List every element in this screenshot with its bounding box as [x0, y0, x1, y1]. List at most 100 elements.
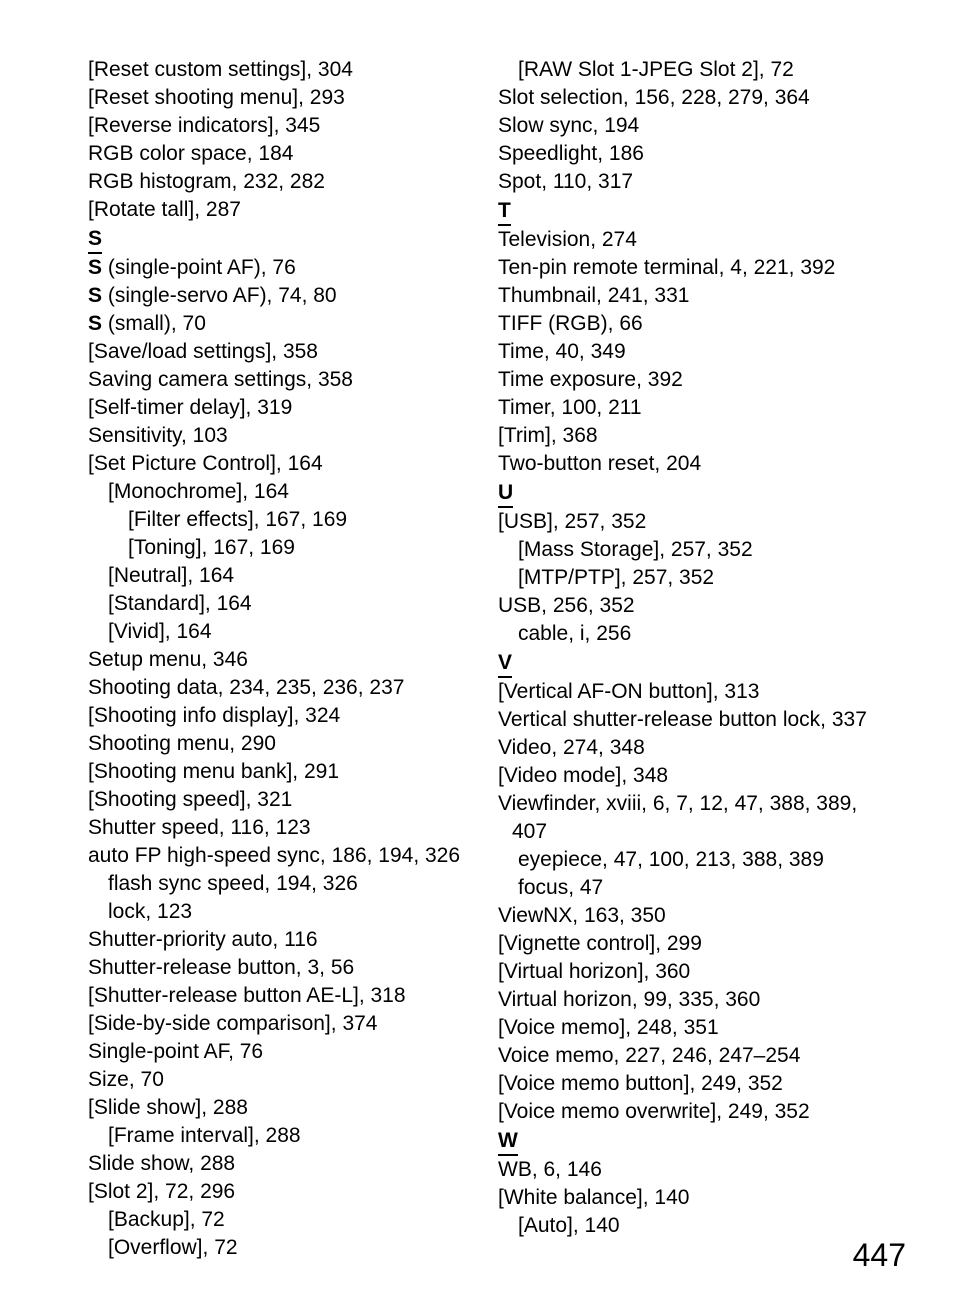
- index-entry: Shooting data, 234, 235, 236, 237: [88, 674, 468, 702]
- index-entry: Video, 274, 348: [498, 734, 878, 762]
- index-entry: lock, 123: [88, 898, 468, 926]
- index-entry: Thumbnail, 241, 331: [498, 282, 878, 310]
- index-entry: Ten-pin remote terminal, 4, 221, 392: [498, 254, 878, 282]
- index-entry: Spot, 110, 317: [498, 168, 878, 196]
- index-entry: Television, 274: [498, 226, 878, 254]
- index-letter-heading: T: [498, 196, 878, 226]
- index-entry: WB, 6, 146: [498, 1156, 878, 1184]
- index-entry: Timer, 100, 211: [498, 394, 878, 422]
- index-entry-text: (small), 70: [102, 312, 206, 335]
- index-entry: [Voice memo button], 249, 352: [498, 1070, 878, 1098]
- index-entry: [Vignette control], 299: [498, 930, 878, 958]
- index-entry: Slot selection, 156, 228, 279, 364: [498, 84, 878, 112]
- index-entry: S (small), 70: [88, 310, 468, 338]
- index-entry: cable, i, 256: [498, 620, 878, 648]
- index-entry: Saving camera settings, 358: [88, 366, 468, 394]
- index-letter-heading: V: [498, 648, 878, 678]
- index-entry: [Voice memo], 248, 351: [498, 1014, 878, 1042]
- index-entry: Time exposure, 392: [498, 366, 878, 394]
- index-entry: [Mass Storage], 257, 352: [498, 536, 878, 564]
- index-entry: Two-button reset, 204: [498, 450, 878, 478]
- index-entry: [Slot 2], 72, 296: [88, 1178, 468, 1206]
- index-entry-text: (single-point AF), 76: [102, 256, 296, 279]
- index-entry: [Neutral], 164: [88, 562, 468, 590]
- index-entry: Size, 70: [88, 1066, 468, 1094]
- index-entry: Voice memo, 227, 246, 247–254: [498, 1042, 878, 1070]
- index-entry: Single-point AF, 76: [88, 1038, 468, 1066]
- letter-heading-text: V: [498, 650, 512, 678]
- index-entry: [Auto], 140: [498, 1212, 878, 1240]
- index-entry: [MTP/PTP], 257, 352: [498, 564, 878, 592]
- index-entry: eyepiece, 47, 100, 213, 388, 389: [498, 846, 878, 874]
- index-entry: [Frame interval], 288: [88, 1122, 468, 1150]
- index-entry: ViewNX, 163, 350: [498, 902, 878, 930]
- index-entry: [Monochrome], 164: [88, 478, 468, 506]
- index-entry: [Rotate tall], 287: [88, 196, 468, 224]
- index-entry: Shutter-release button, 3, 56: [88, 954, 468, 982]
- index-entry: [Reset custom settings], 304: [88, 56, 468, 84]
- index-entry: Slide show, 288: [88, 1150, 468, 1178]
- index-entry: [Save/load settings], 358: [88, 338, 468, 366]
- index-entry: [Backup], 72: [88, 1206, 468, 1234]
- index-entry: [Slide show], 288: [88, 1094, 468, 1122]
- index-entry: Slow sync, 194: [498, 112, 878, 140]
- index-entry: flash sync speed, 194, 326: [88, 870, 468, 898]
- index-entry: Setup menu, 346: [88, 646, 468, 674]
- index-entry-bold-prefix: S: [88, 256, 102, 279]
- index-letter-heading: W: [498, 1126, 878, 1156]
- index-entry-bold-prefix: S: [88, 284, 102, 307]
- index-entry: focus, 47: [498, 874, 878, 902]
- index-entry: [Video mode], 348: [498, 762, 878, 790]
- index-left-column: [Reset custom settings], 304[Reset shoot…: [88, 56, 468, 1262]
- index-entry: Viewfinder, xviii, 6, 7, 12, 47, 388, 38…: [498, 790, 878, 846]
- index-entry: auto FP high-speed sync, 186, 194, 326: [88, 842, 468, 870]
- index-entry: Shooting menu, 290: [88, 730, 468, 758]
- index-entry: Shutter speed, 116, 123: [88, 814, 468, 842]
- index-entry: [RAW Slot 1-JPEG Slot 2], 72: [498, 56, 878, 84]
- index-entry: [Standard], 164: [88, 590, 468, 618]
- index-letter-heading: S: [88, 224, 468, 254]
- index-entry: Sensitivity, 103: [88, 422, 468, 450]
- index-entry: [Trim], 368: [498, 422, 878, 450]
- index-entry: [Shooting speed], 321: [88, 786, 468, 814]
- index-entry: [Shooting info display], 324: [88, 702, 468, 730]
- index-entry: [Set Picture Control], 164: [88, 450, 468, 478]
- index-columns: [Reset custom settings], 304[Reset shoot…: [88, 56, 878, 1262]
- index-entry: Shutter-priority auto, 116: [88, 926, 468, 954]
- index-entry: [White balance], 140: [498, 1184, 878, 1212]
- letter-heading-text: T: [498, 198, 511, 226]
- index-entry: [Self-timer delay], 319: [88, 394, 468, 422]
- index-entry: Vertical shutter-release button lock, 33…: [498, 706, 878, 734]
- index-entry: [Side-by-side comparison], 374: [88, 1010, 468, 1038]
- index-entry: [Toning], 167, 169: [88, 534, 468, 562]
- index-entry: [Voice memo overwrite], 249, 352: [498, 1098, 878, 1126]
- index-entry: [Shooting menu bank], 291: [88, 758, 468, 786]
- index-entry: [Virtual horizon], 360: [498, 958, 878, 986]
- letter-heading-text: S: [88, 226, 102, 254]
- index-entry: RGB histogram, 232, 282: [88, 168, 468, 196]
- index-entry: Speedlight, 186: [498, 140, 878, 168]
- index-entry: [Filter effects], 167, 169: [88, 506, 468, 534]
- index-entry: [Overflow], 72: [88, 1234, 468, 1262]
- index-entry: S (single-servo AF), 74, 80: [88, 282, 468, 310]
- index-entry: USB, 256, 352: [498, 592, 878, 620]
- index-entry-bold-prefix: S: [88, 312, 102, 335]
- letter-heading-text: U: [498, 480, 513, 508]
- index-entry: [Vertical AF-ON button], 313: [498, 678, 878, 706]
- index-entry: [Reset shooting menu], 293: [88, 84, 468, 112]
- letter-heading-text: W: [498, 1128, 518, 1156]
- index-entry: RGB color space, 184: [88, 140, 468, 168]
- index-entry: [Vivid], 164: [88, 618, 468, 646]
- index-page: [Reset custom settings], 304[Reset shoot…: [0, 0, 954, 1314]
- index-right-column: [RAW Slot 1-JPEG Slot 2], 72Slot selecti…: [498, 56, 878, 1262]
- index-entry: Time, 40, 349: [498, 338, 878, 366]
- index-entry: [Reverse indicators], 345: [88, 112, 468, 140]
- index-letter-heading: U: [498, 478, 878, 508]
- page-number: 447: [853, 1237, 906, 1274]
- index-entry: S (single-point AF), 76: [88, 254, 468, 282]
- index-entry: TIFF (RGB), 66: [498, 310, 878, 338]
- index-entry-text: (single-servo AF), 74, 80: [102, 284, 337, 307]
- index-entry: [USB], 257, 352: [498, 508, 878, 536]
- index-entry: [Shutter-release button AE-L], 318: [88, 982, 468, 1010]
- index-entry: Virtual horizon, 99, 335, 360: [498, 986, 878, 1014]
